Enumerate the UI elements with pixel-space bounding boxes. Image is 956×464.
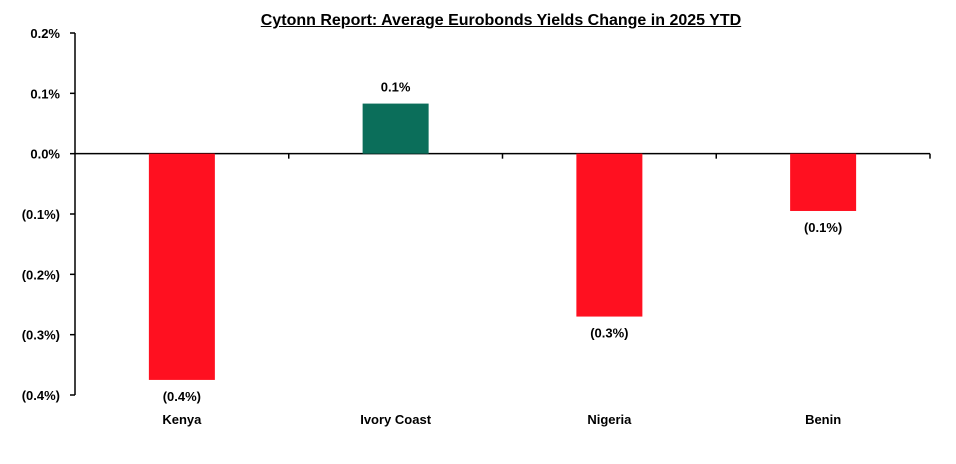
category-labels: Kenya Ivory Coast Nigeria Benin xyxy=(162,412,841,427)
category-label: Benin xyxy=(805,412,841,427)
category-label: Ivory Coast xyxy=(360,412,431,427)
y-tick-label: 0.2% xyxy=(30,26,60,41)
bar-benin xyxy=(790,153,857,211)
x-axis xyxy=(75,152,931,159)
y-tick-label: 0.0% xyxy=(30,147,60,162)
y-tick-label: (0.3%) xyxy=(22,328,60,343)
y-tick-label: (0.1%) xyxy=(22,207,60,222)
bar-ivory-coast xyxy=(362,103,429,154)
data-label: 0.1% xyxy=(381,80,411,95)
bar-nigeria xyxy=(576,153,643,317)
bar-kenya xyxy=(148,153,215,380)
bars xyxy=(148,103,857,380)
y-tick-label: (0.2%) xyxy=(22,267,60,282)
category-label: Nigeria xyxy=(587,412,632,427)
data-label: (0.3%) xyxy=(590,326,628,341)
data-labels: (0.4%) 0.1% (0.3%) (0.1%) xyxy=(163,80,843,404)
category-label: Kenya xyxy=(162,412,202,427)
y-tick-label: (0.4%) xyxy=(22,388,60,403)
data-label: (0.1%) xyxy=(804,220,842,235)
data-label: (0.4%) xyxy=(163,389,201,404)
chart-title: Cytonn Report: Average Eurobonds Yields … xyxy=(260,12,742,29)
y-axis: 0.2% 0.1% 0.0% (0.1%) (0.2%) (0.3%) (0.4%) xyxy=(22,26,76,403)
y-tick-label: 0.1% xyxy=(30,86,60,101)
